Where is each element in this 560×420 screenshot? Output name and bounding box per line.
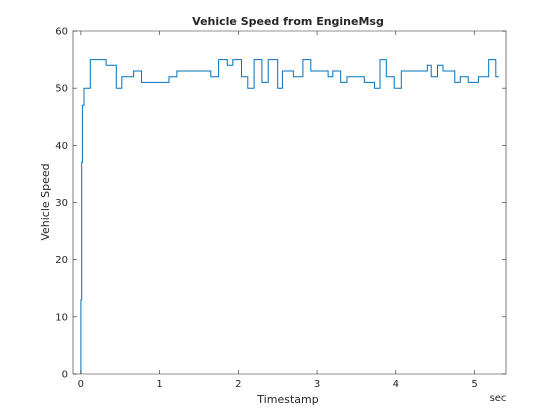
chart-title: Vehicle Speed from EngineMsg <box>192 15 384 28</box>
y-tick-label: 50 <box>55 84 68 95</box>
y-tick-label: 20 <box>55 255 68 266</box>
x-axis: 0 1 2 3 4 5 <box>78 31 478 390</box>
x-tick-label: 0 <box>78 379 84 390</box>
x-tick-label: 2 <box>235 379 241 390</box>
x-tick-label: 5 <box>471 379 477 390</box>
y-tick-label: 40 <box>55 141 68 152</box>
y-tick-label: 0 <box>62 370 68 381</box>
y-axis: 0 10 20 30 40 50 60 <box>55 27 506 381</box>
y-tick-label: 10 <box>55 312 68 323</box>
y-tick-label: 60 <box>55 27 68 38</box>
x-tick-label: 4 <box>393 379 399 390</box>
y-axis-label: Vehicle Speed <box>39 163 52 240</box>
plot-area <box>73 31 506 374</box>
x-axis-unit-label: sec <box>490 393 507 404</box>
x-tick-label: 3 <box>314 379 320 390</box>
x-tick-label: 1 <box>156 379 162 390</box>
series-line-0 <box>80 59 499 374</box>
y-tick-label: 30 <box>55 198 68 209</box>
x-axis-label: Timestamp <box>256 393 318 406</box>
series-group <box>80 59 499 374</box>
